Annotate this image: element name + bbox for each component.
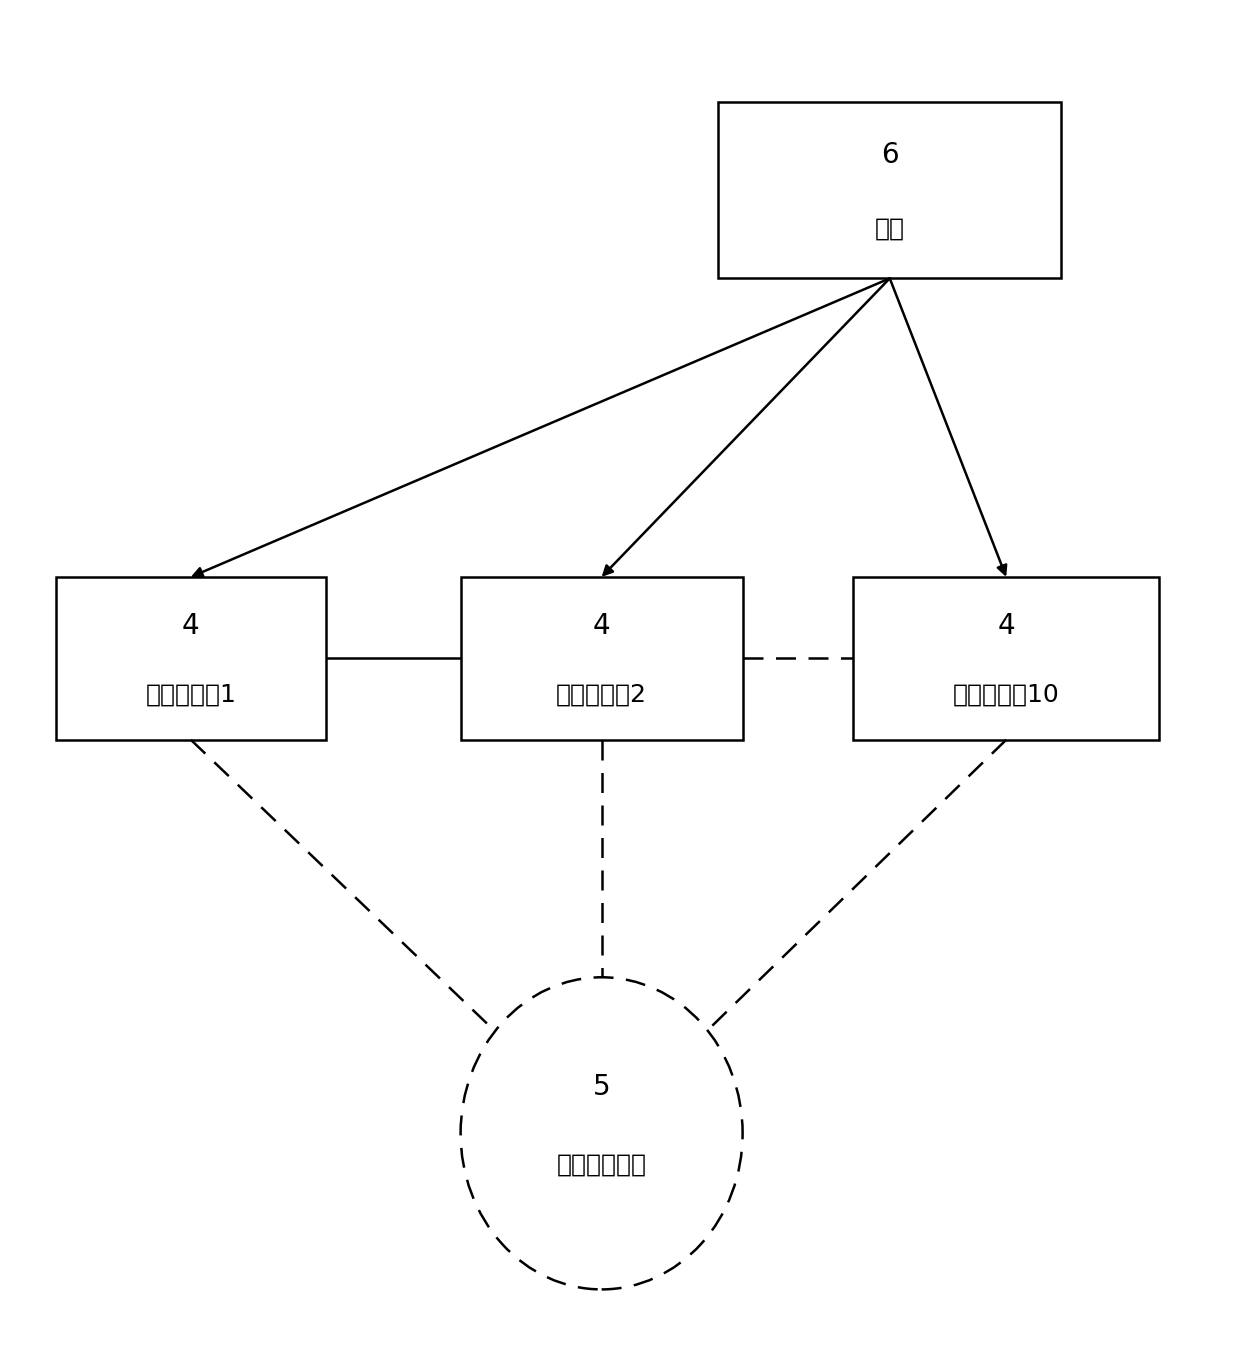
Text: 被动测轨站1: 被动测轨站1 [145,683,237,706]
Text: 被动测轨站2: 被动测轨站2 [556,683,647,706]
Text: 被动测轨站10: 被动测轨站10 [952,683,1060,706]
Text: 4: 4 [997,611,1016,640]
Circle shape [460,978,743,1289]
Text: 卫星: 卫星 [874,217,905,241]
Bar [56,577,326,740]
Bar [460,577,743,740]
Text: 4: 4 [593,611,610,640]
Bar [718,101,1061,278]
Text: 数据处理中心: 数据处理中心 [557,1153,646,1176]
Text: 6: 6 [880,141,899,169]
Bar [853,577,1159,740]
Text: 5: 5 [593,1072,610,1101]
Text: 4: 4 [182,611,200,640]
